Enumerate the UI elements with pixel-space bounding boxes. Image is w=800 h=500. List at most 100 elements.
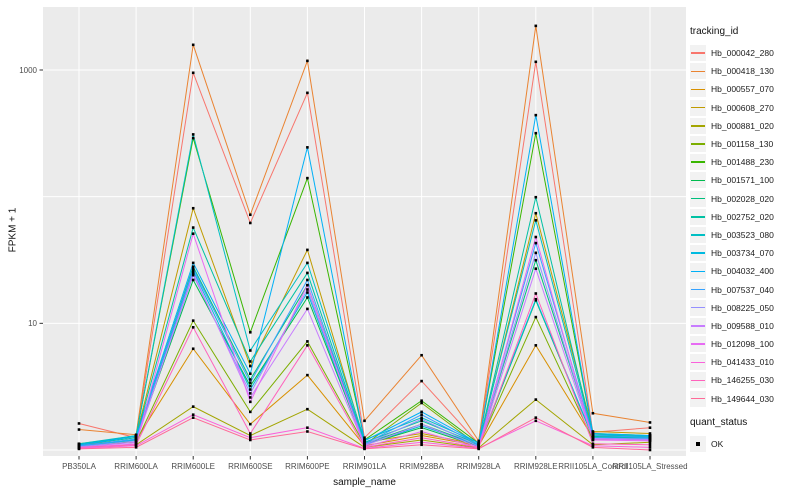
legend-item-label: Hb_146255_030 — [711, 375, 774, 386]
data-point — [134, 437, 138, 441]
data-point — [306, 146, 309, 149]
legend-item-label: Hb_002028_020 — [711, 193, 774, 204]
legend-item-label: Hb_000557_070 — [711, 84, 774, 95]
data-point — [249, 213, 252, 217]
data-point — [306, 59, 309, 63]
legend-item: Hb_001158_130 — [690, 135, 798, 153]
data-point — [648, 426, 652, 429]
data-point — [648, 434, 652, 437]
data-point — [249, 372, 252, 376]
data-point — [591, 411, 595, 415]
line-swatch-icon — [690, 372, 706, 389]
x-tick-label: RRIM600PE — [285, 462, 329, 471]
line-swatch-icon — [690, 190, 706, 207]
legend-item: Hb_001488_230 — [690, 153, 798, 171]
data-point — [191, 278, 195, 282]
data-point — [534, 195, 538, 199]
legend-item-label: Hb_007537_040 — [711, 284, 774, 295]
data-point — [306, 278, 309, 282]
data-point — [420, 419, 423, 423]
legend-item: Hb_003523_080 — [690, 226, 798, 244]
data-point — [534, 398, 538, 401]
data-point — [420, 353, 423, 357]
data-point — [191, 347, 195, 351]
data-point — [77, 446, 81, 449]
legend-item: Hb_007537_040 — [690, 280, 798, 298]
data-point — [77, 422, 81, 425]
data-point — [363, 441, 366, 444]
x-axis-title: sample_name — [333, 477, 396, 488]
data-point — [249, 384, 252, 388]
x-tick-label: PB350LA — [62, 462, 96, 471]
y-tick-label: 1000 — [19, 66, 37, 75]
line-swatch-icon — [690, 299, 706, 316]
data-point — [420, 441, 423, 444]
data-point — [191, 43, 195, 47]
data-point — [534, 24, 538, 28]
line-swatch-icon — [690, 208, 706, 225]
legend-item: Hb_000608_270 — [690, 99, 798, 117]
legend-item: Hb_000418_130 — [690, 62, 798, 80]
data-point — [249, 364, 252, 368]
data-point — [77, 447, 81, 451]
line-swatch-icon — [690, 263, 706, 280]
legend-item-label: Hb_000881_020 — [711, 120, 774, 131]
legend-item-label: Hb_001158_130 — [711, 139, 774, 150]
line-swatch-icon — [690, 281, 706, 298]
legend-item-ok: OK — [690, 435, 798, 453]
line-swatch-icon — [690, 117, 706, 134]
data-point — [191, 226, 195, 229]
data-point — [306, 288, 309, 291]
data-point — [648, 446, 652, 449]
data-point — [648, 439, 652, 443]
data-point — [191, 416, 195, 419]
legend-item-label: Hb_000608_270 — [711, 102, 774, 113]
legend-item: Hb_041433_010 — [690, 353, 798, 371]
legend-item-label: Hb_012098_100 — [711, 339, 774, 350]
legend-item: Hb_000881_020 — [690, 117, 798, 135]
data-point — [591, 444, 595, 448]
legend-item-label: Hb_041433_010 — [711, 357, 774, 368]
data-point — [306, 271, 309, 275]
data-point — [249, 388, 252, 391]
legend-item-label: Hb_009588_010 — [711, 320, 774, 331]
data-point — [191, 71, 195, 75]
data-point — [420, 416, 423, 419]
data-point — [420, 436, 423, 440]
legend-item: Hb_012098_100 — [690, 335, 798, 353]
data-point — [648, 448, 652, 452]
legend-item-label: Hb_149644_030 — [711, 393, 774, 404]
data-point — [249, 381, 252, 384]
data-point — [191, 267, 195, 270]
data-point — [534, 297, 538, 301]
data-point — [534, 60, 538, 64]
legend-item: Hb_003734_070 — [690, 244, 798, 262]
y-axis-title: FPKM + 1 — [7, 207, 19, 253]
data-point — [249, 349, 252, 352]
data-point — [191, 273, 195, 277]
data-point — [191, 326, 195, 329]
line-swatch-icon — [690, 317, 706, 334]
data-point — [534, 315, 538, 319]
data-point — [249, 360, 252, 363]
data-point — [420, 417, 423, 421]
data-point — [534, 267, 538, 270]
data-point — [591, 438, 595, 442]
data-point — [77, 428, 81, 431]
data-point — [534, 258, 538, 262]
data-point — [363, 446, 366, 449]
x-tick-label: RRIM901LA — [343, 462, 387, 471]
data-point — [534, 219, 538, 222]
legend-item: Hb_004032_400 — [690, 262, 798, 280]
data-point — [191, 232, 195, 235]
x-tick-label: RRIM928BA — [399, 462, 444, 471]
data-point — [420, 399, 423, 402]
data-point — [306, 176, 309, 180]
data-point — [534, 131, 538, 135]
data-point — [191, 413, 195, 416]
data-point — [134, 439, 138, 443]
data-point — [363, 447, 366, 451]
data-point — [477, 446, 480, 449]
legend-item: Hb_001571_100 — [690, 171, 798, 189]
